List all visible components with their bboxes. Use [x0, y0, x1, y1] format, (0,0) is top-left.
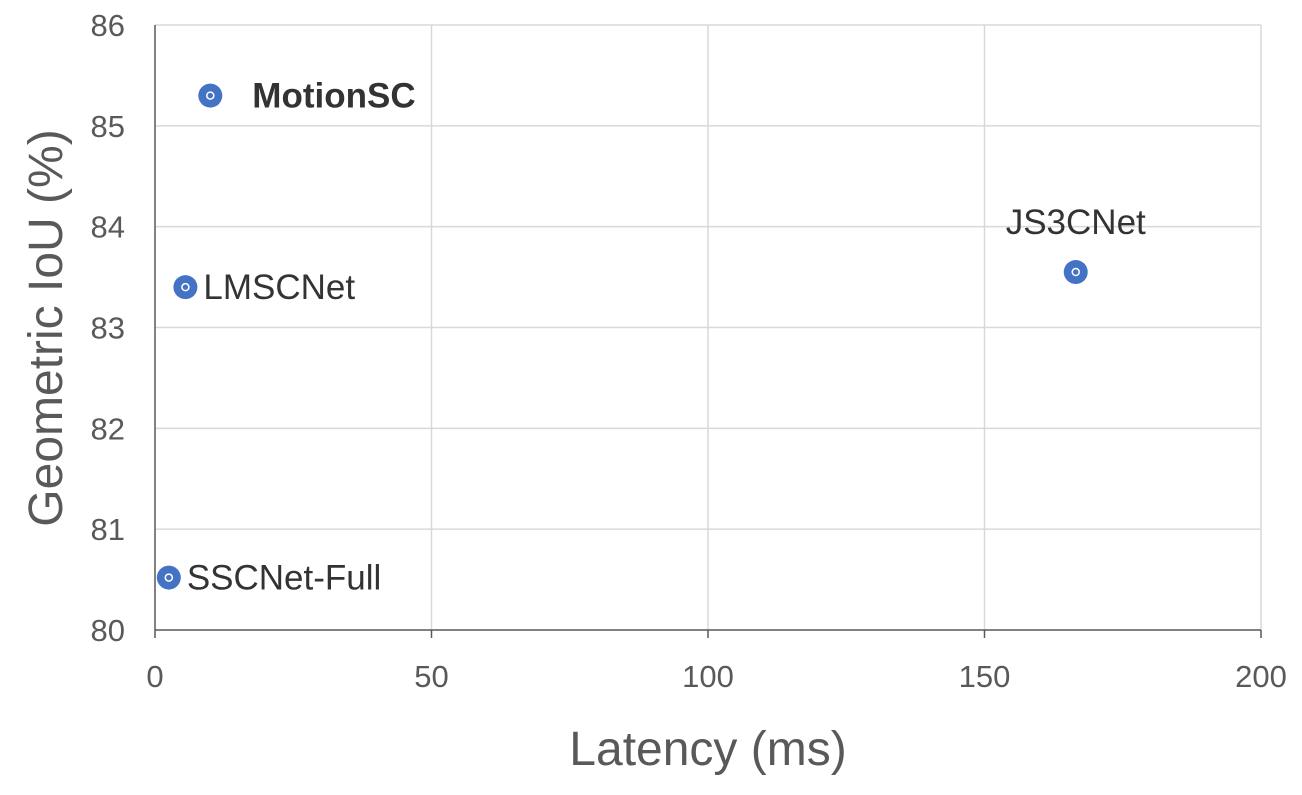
- y-tick-label: 82: [91, 411, 125, 446]
- y-tick-label: 84: [91, 210, 125, 245]
- x-tick-label: 100: [682, 659, 734, 694]
- data-point-center: [164, 573, 174, 582]
- data-point-sscnet-full: [156, 565, 181, 590]
- data-point-js3cnet: [1063, 260, 1088, 285]
- point-label-sscnet-full: SSCNet-Full: [187, 559, 381, 598]
- x-tick-label: 0: [146, 659, 163, 694]
- y-axis-title: Geometric IoU (%): [20, 129, 73, 526]
- x-tick-label: 150: [959, 659, 1011, 694]
- y-tick-label: 83: [91, 311, 125, 346]
- y-tick-label: 85: [91, 109, 125, 144]
- data-point-lmscnet: [173, 275, 198, 300]
- data-points: [156, 83, 1088, 590]
- point-label-lmscnet: LMSCNet: [203, 268, 355, 307]
- y-tick-label: 86: [91, 8, 125, 43]
- x-tick-label: 50: [414, 659, 448, 694]
- point-label-motionsc: MotionSC: [252, 77, 415, 116]
- y-tick-label: 80: [91, 613, 125, 648]
- grid-layer: [155, 24, 1262, 630]
- axis-layer: [154, 25, 1262, 638]
- data-point-center: [181, 282, 190, 292]
- x-tick-label: 200: [1235, 659, 1287, 694]
- data-point-center: [1071, 267, 1080, 277]
- tick-labels: 80 81 82 83 84 85 86 0 50 100 150 200: [91, 8, 1287, 694]
- point-label-js3cnet: JS3CNet: [1006, 203, 1146, 242]
- y-tick-label: 81: [91, 512, 125, 547]
- point-labels: MotionSC LMSCNet JS3CNet SSCNet-Full: [187, 77, 1146, 598]
- data-point-motionsc: [198, 83, 223, 108]
- x-axis-title: Latency (ms): [569, 723, 846, 776]
- data-point-center: [206, 91, 215, 100]
